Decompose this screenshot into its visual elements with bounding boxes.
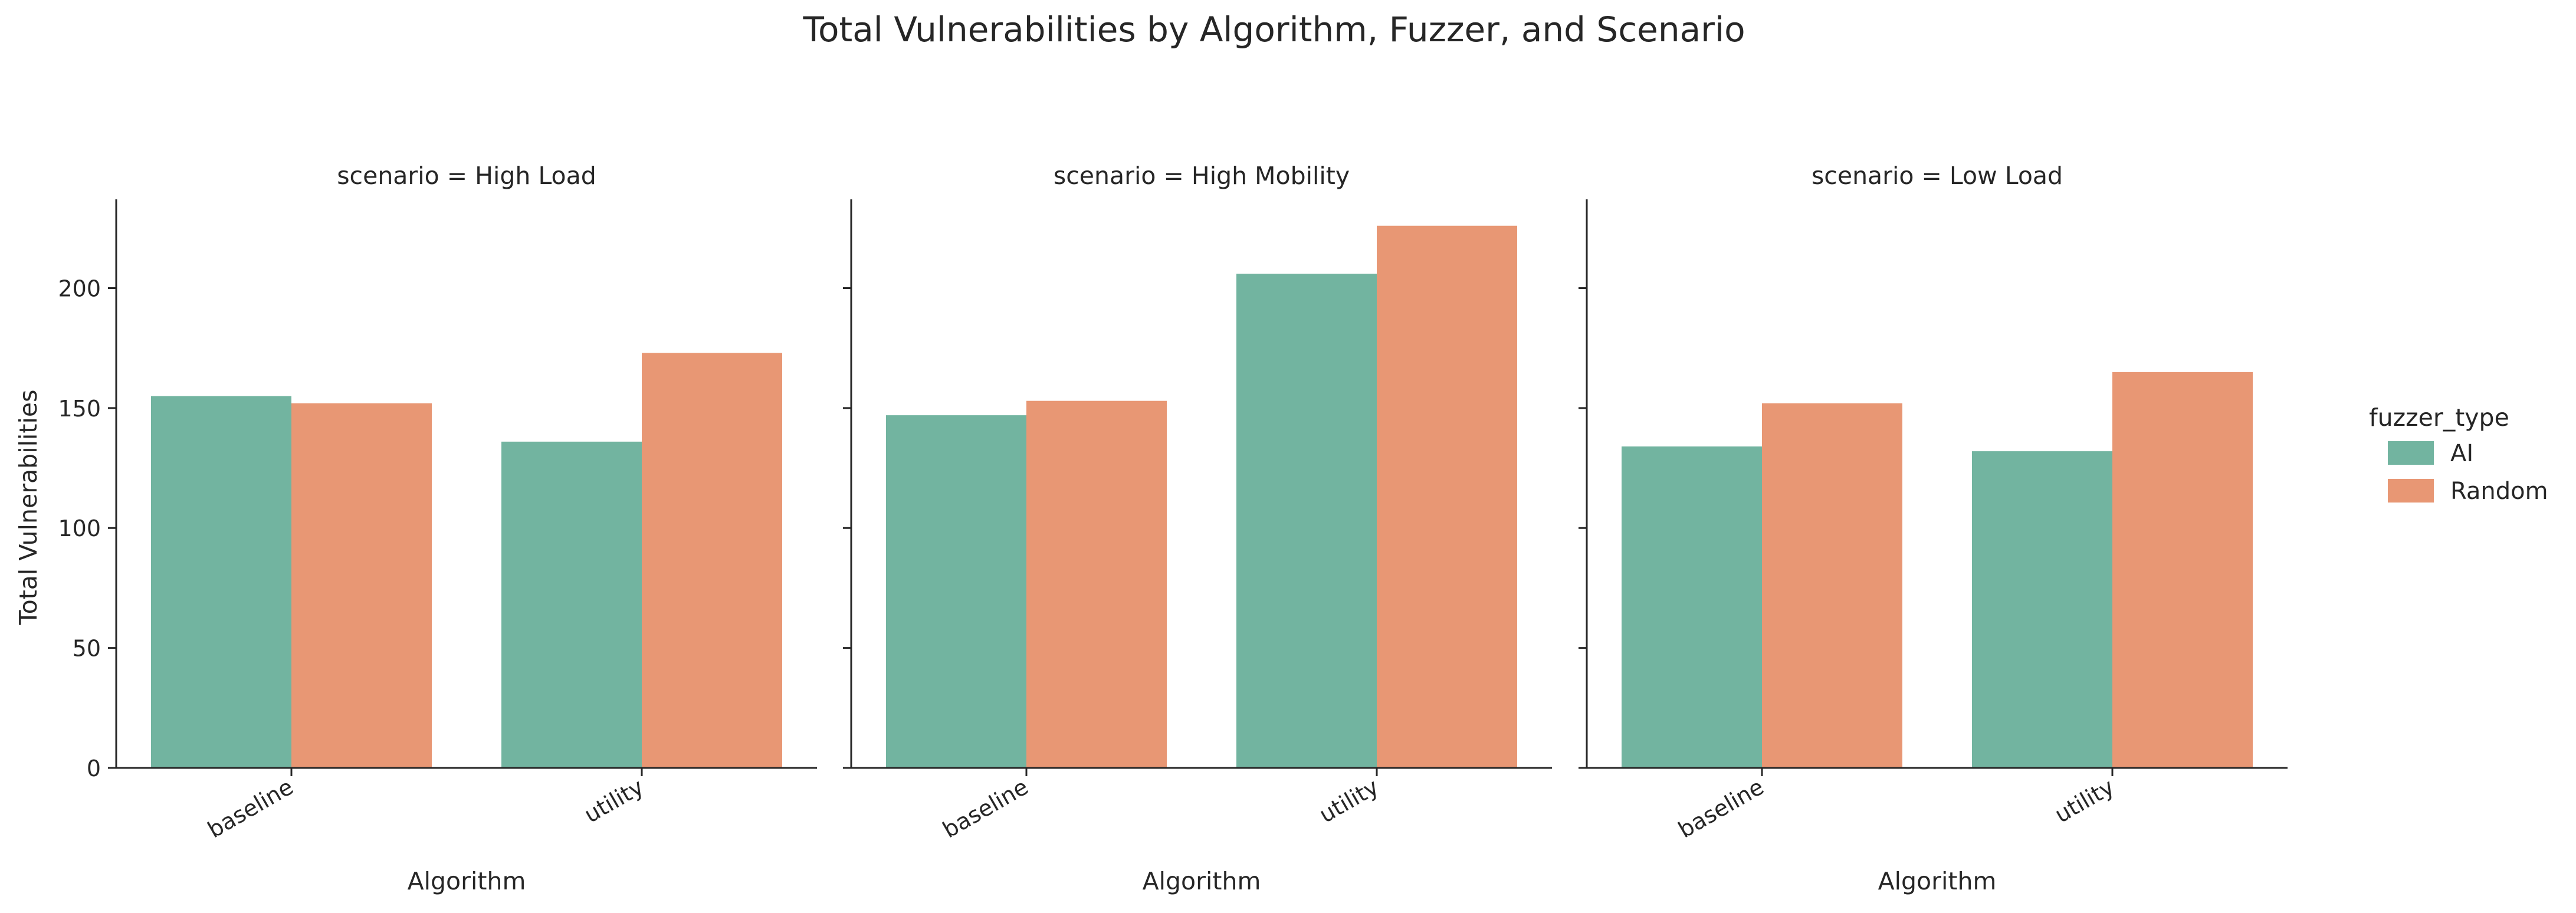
x-axis-label: Algorithm (1143, 867, 1261, 895)
x-tick-label: baseline (938, 774, 1033, 843)
legend: fuzzer_type AI Random (2369, 403, 2548, 505)
legend-label-ai: AI (2450, 440, 2473, 467)
y-tick-label: 150 (58, 396, 101, 422)
x-axis-label: Algorithm (1878, 867, 1997, 895)
y-tick-label: 200 (58, 275, 101, 301)
y-axis-label: Total Vulnerabilities (14, 390, 42, 626)
y-tick-label: 50 (73, 636, 101, 662)
bar-random-utility (2112, 372, 2253, 768)
bar-random-baseline (1026, 400, 1167, 768)
panel-title: scenario = High Load (337, 162, 596, 190)
y-tick-label: 0 (87, 756, 101, 781)
legend-label-random: Random (2450, 478, 2548, 505)
x-tick-label: baseline (1674, 774, 1768, 843)
bar-ai-utility (1236, 274, 1377, 768)
bar-ai-baseline (151, 396, 291, 768)
legend-swatch-ai (2388, 441, 2434, 465)
y-tick-label: 100 (58, 515, 101, 541)
x-tick-label: utility (1315, 774, 1383, 828)
bar-ai-baseline (886, 415, 1026, 768)
panels-group: scenario = High Load 0 50 100 150 200 baseline… (58, 162, 2288, 895)
x-tick-label: baseline (204, 774, 298, 843)
bar-random-utility (1377, 225, 1517, 768)
panel-title: scenario = Low Load (1812, 162, 2063, 190)
panel-1: scenario = High Load 0 50 100 150 200 baseline… (58, 162, 817, 895)
x-tick-label: utility (2050, 774, 2119, 828)
panel-title: scenario = High Mobility (1054, 162, 1350, 190)
chart-title: Total Vulnerabilities by Algorithm, Fuzz… (802, 9, 1745, 50)
bar-random-baseline (291, 403, 432, 768)
bar-ai-utility (501, 441, 642, 768)
bar-ai-utility (1972, 451, 2112, 768)
legend-title: fuzzer_type (2369, 403, 2509, 432)
x-tick-label: utility (580, 774, 648, 828)
bar-random-utility (642, 353, 782, 768)
bar-random-baseline (1762, 403, 1902, 768)
legend-swatch-random (2388, 479, 2434, 503)
panel-2: scenario = High Mobility baseline utility A… (843, 162, 1552, 895)
bar-ai-baseline (1622, 446, 1762, 768)
x-axis-label: Algorithm (408, 867, 526, 895)
panel-3: scenario = Low Load baseline utility Algori… (1579, 162, 2288, 895)
